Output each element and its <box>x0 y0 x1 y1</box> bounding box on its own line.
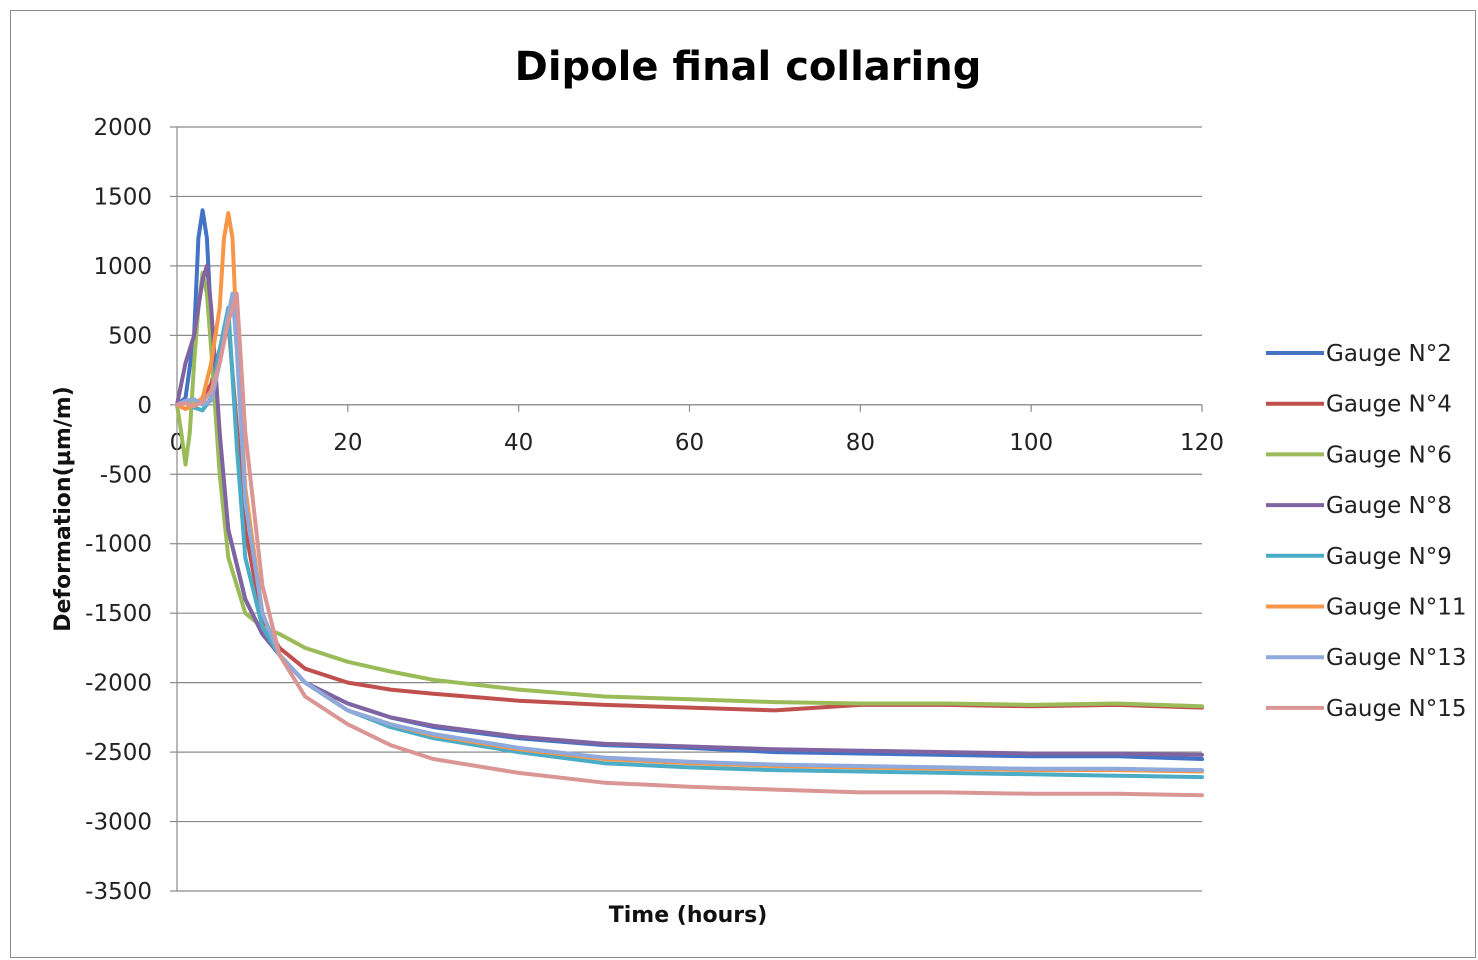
x-axis-label: Time (hours) <box>609 903 768 928</box>
series-line-gauge-13 <box>175 291 1204 773</box>
legend-label: Gauge N°11 <box>1326 595 1467 621</box>
legend-label: Gauge N°9 <box>1326 544 1452 570</box>
legend: Gauge N°2 Gauge N°4 Gauge N°6 Gauge N°8 Gaug… <box>1266 341 1467 722</box>
x-tick-label: 20 <box>333 430 362 456</box>
series-line-gauge-8 <box>175 263 1204 757</box>
series-line-gauge-4 <box>175 319 1204 713</box>
y-tick-label: -500 <box>100 462 152 488</box>
x-tick-label: 80 <box>846 430 875 456</box>
y-tick-label: -1500 <box>85 601 152 627</box>
y-tick-label: -3500 <box>85 879 152 905</box>
legend-label: Gauge N°6 <box>1326 442 1452 468</box>
axes <box>176 127 1203 891</box>
x-tick-label: 100 <box>1009 430 1053 456</box>
x-tick-label: 120 <box>1180 430 1224 456</box>
x-tick-label: 60 <box>675 430 704 456</box>
chart-frame <box>10 10 1476 958</box>
y-tick-label: 1500 <box>93 184 152 210</box>
y-tick-label: -1000 <box>85 532 152 558</box>
y-tick-label: 0 <box>137 393 152 419</box>
x-tick-label: 40 <box>504 430 533 456</box>
y-tick-labels: 2000 1500 1000 500 0 -500 -1000 -1500 -2000 -2500… <box>85 115 152 905</box>
legend-label: Gauge N°2 <box>1326 341 1452 367</box>
series-line-gauge-15 <box>175 291 1204 798</box>
legend-label: Gauge N°8 <box>1326 493 1452 519</box>
y-tick-label: 2000 <box>93 115 152 141</box>
y-tick-label: -2500 <box>85 740 152 766</box>
legend-label: Gauge N°15 <box>1326 696 1467 722</box>
y-axis-label: Deformation(µm/m) <box>51 386 76 632</box>
chart-title: Dipole final collaring <box>515 44 982 90</box>
legend-label: Gauge N°13 <box>1326 645 1467 671</box>
y-tick-label: -2000 <box>85 671 152 697</box>
series-line-gauge-11 <box>175 211 1204 774</box>
y-tick-label: 1000 <box>93 254 152 280</box>
series-line-gauge-6 <box>175 270 1204 709</box>
y-tick-label: 500 <box>108 323 152 349</box>
legend-label: Gauge N°4 <box>1326 392 1452 418</box>
series-lines <box>175 208 1204 798</box>
x-tick-labels: 0 20 40 60 80 100 120 <box>170 430 1224 456</box>
y-tick-label: -3000 <box>85 810 152 836</box>
